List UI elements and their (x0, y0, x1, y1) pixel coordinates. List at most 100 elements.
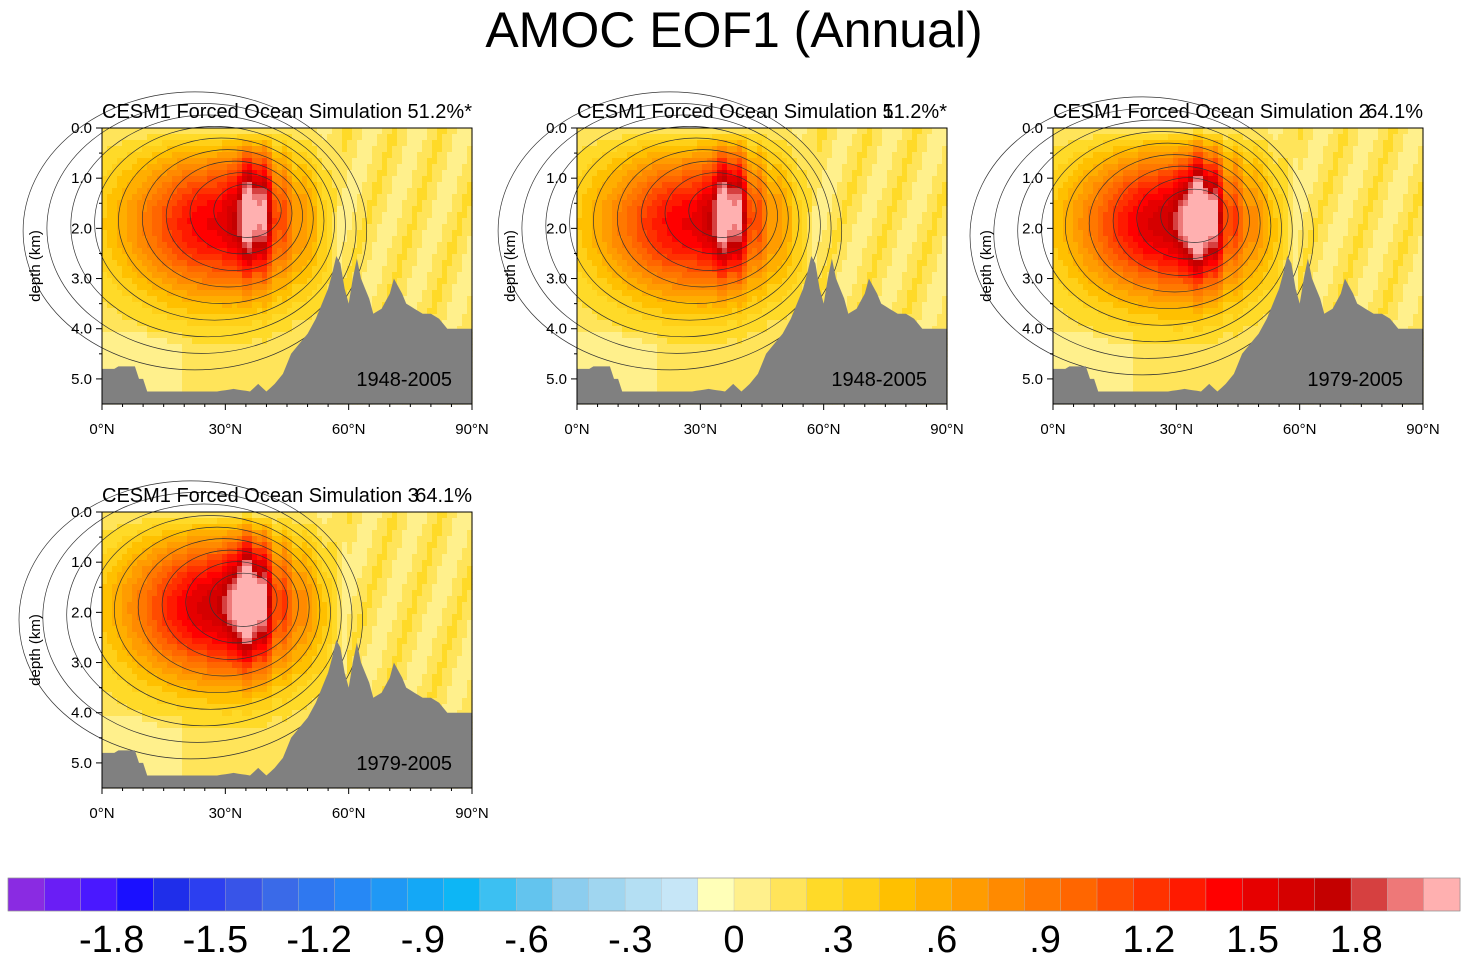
contour-cell (697, 374, 703, 381)
contour-cell (577, 170, 583, 177)
contour-cell (147, 380, 153, 387)
contour-cell (112, 236, 118, 243)
contour-cell (612, 374, 618, 381)
contour-cell (632, 242, 638, 249)
contour-cell (642, 362, 648, 369)
contour-cell (297, 182, 303, 189)
contour-cell (362, 194, 368, 201)
contour-cell (107, 308, 113, 315)
contour-cell (202, 332, 208, 339)
contour-cell (717, 128, 723, 135)
contour-cell (687, 386, 693, 393)
contour-cell (712, 164, 718, 171)
contour-cell (132, 176, 138, 183)
contour-cell (692, 284, 698, 291)
contour-cell (597, 266, 603, 273)
contour-cell (172, 386, 178, 393)
contour-cell (187, 314, 193, 321)
contour-cell (717, 260, 723, 267)
contour-cell (462, 254, 468, 261)
contour-cell (102, 140, 108, 147)
contour-cell (367, 296, 373, 303)
contour-cell (187, 344, 193, 351)
contour-cell (217, 230, 223, 237)
contour-cell (722, 368, 728, 375)
contour-cell (257, 176, 263, 183)
contour-cell (342, 218, 348, 225)
contour-cell (457, 134, 463, 141)
contour-cell (397, 272, 403, 279)
contour-cell (202, 308, 208, 315)
contour-cell (217, 164, 223, 171)
contour-cell (697, 152, 703, 159)
contour-cell (612, 326, 618, 333)
contour-cell (297, 218, 303, 225)
contour-cell (162, 134, 168, 141)
contour-cell (337, 164, 343, 171)
contour-cell (622, 266, 628, 273)
contour-cell (392, 200, 398, 207)
contour-cell (262, 260, 268, 267)
contour-cell (407, 266, 413, 273)
contour-cell (462, 308, 468, 315)
contour-cell (207, 182, 213, 189)
contour-cell (282, 356, 288, 363)
contour-cell (137, 344, 143, 351)
contour-cell (112, 188, 118, 195)
contour-cell (387, 278, 393, 285)
contour-cell (157, 290, 163, 297)
contour-cell (607, 212, 613, 219)
contour-cell (607, 242, 613, 249)
contour-cell (597, 302, 603, 309)
contour-cell (677, 254, 683, 261)
contour-cell (427, 212, 433, 219)
contour-cell (352, 260, 358, 267)
contour-cell (662, 248, 668, 255)
contour-cell (692, 206, 698, 213)
contour-cell (197, 236, 203, 243)
contour-cell (627, 176, 633, 183)
contour-cell (682, 146, 688, 153)
contour-cell (187, 284, 193, 291)
contour-cell (732, 194, 738, 201)
contour-cell (587, 182, 593, 189)
contour-cell (257, 326, 263, 333)
contour-cell (667, 224, 673, 231)
contour-cell (362, 188, 368, 195)
contour-cell (302, 200, 308, 207)
contour-cell (607, 320, 613, 327)
contour-cell (387, 182, 393, 189)
contour-cell (157, 188, 163, 195)
contour-cell (207, 362, 213, 369)
contour-cell (167, 296, 173, 303)
contour-cell (187, 386, 193, 393)
contour-cell (597, 350, 603, 357)
contour-cell (672, 302, 678, 309)
contour-cell (377, 152, 383, 159)
contour-cell (632, 140, 638, 147)
contour-cell (142, 338, 148, 345)
contour-cell (632, 332, 638, 339)
contour-cell (112, 362, 118, 369)
contour-cell (207, 152, 213, 159)
contour-cell (632, 182, 638, 189)
contour-cell (297, 236, 303, 243)
contour-cell (622, 314, 628, 321)
contour-cell (192, 272, 198, 279)
contour-cell (597, 362, 603, 369)
contour-cell (187, 278, 193, 285)
contour-cell (357, 128, 363, 135)
contour-cell (132, 140, 138, 147)
contour-cell (352, 152, 358, 159)
contour-cell (692, 212, 698, 219)
contour-cell (152, 260, 158, 267)
contour-cell (127, 218, 133, 225)
contour-cell (617, 230, 623, 237)
contour-cell (582, 188, 588, 195)
contour-cell (682, 338, 688, 345)
contour-cell (632, 362, 638, 369)
contour-cell (137, 278, 143, 285)
contour-cell (202, 194, 208, 201)
contour-cell (137, 200, 143, 207)
contour-cell (222, 140, 228, 147)
